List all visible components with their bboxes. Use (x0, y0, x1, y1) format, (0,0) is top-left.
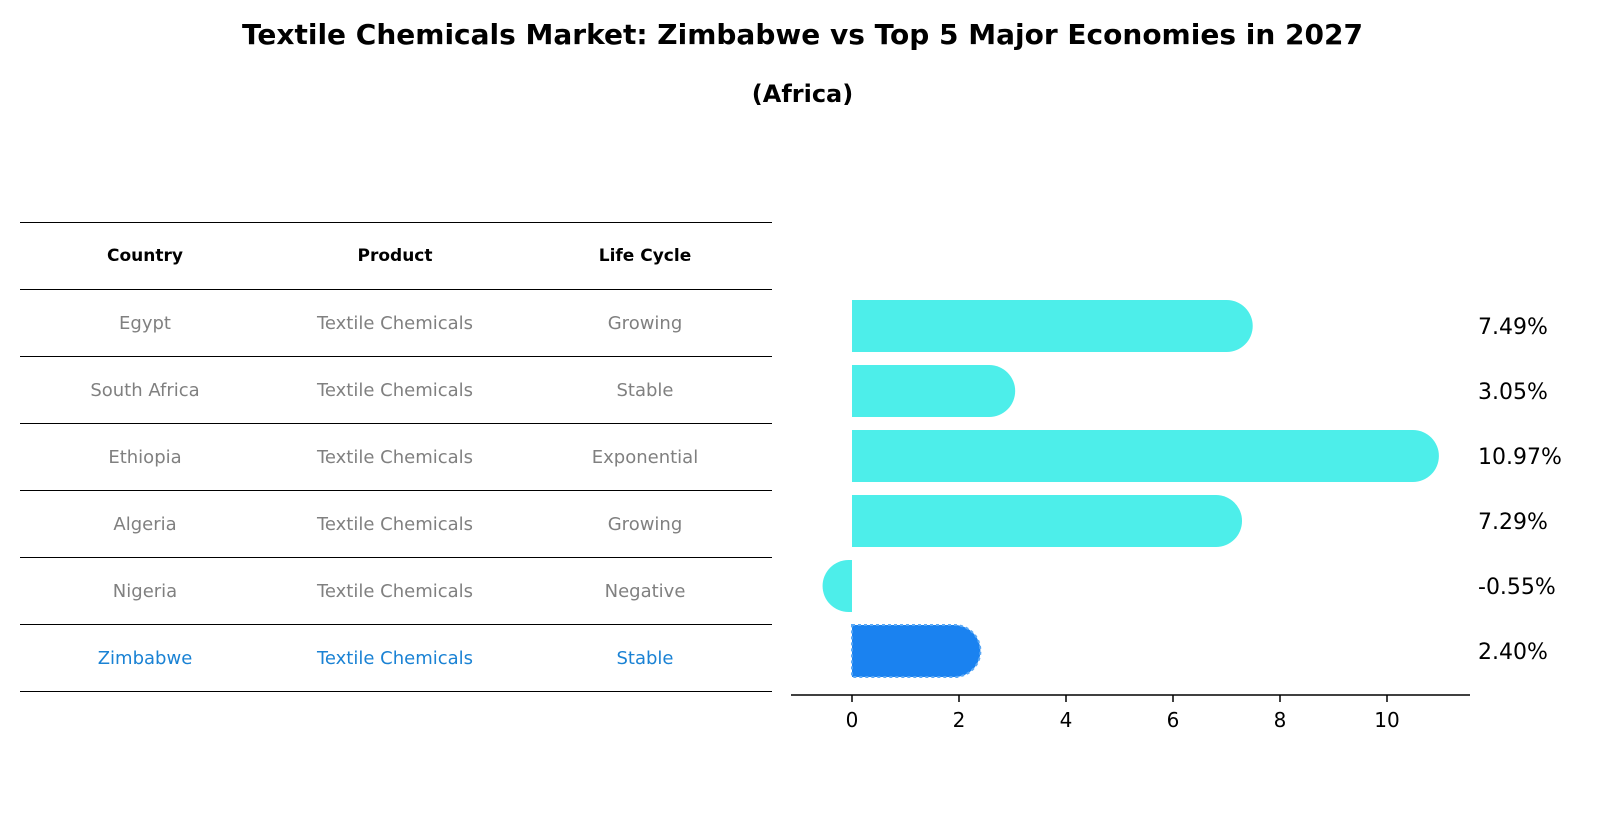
country-cell: Ethiopia (108, 446, 182, 468)
life-cycle-cell: Negative (604, 580, 686, 602)
country-table: Country Product Life Cycle Egypt Textile… (20, 222, 772, 692)
table-row: Algeria Textile Chemicals Growing (20, 490, 772, 557)
table-row: Egypt Textile Chemicals Growing (20, 289, 772, 356)
life-cycle-cell: Growing (607, 312, 683, 334)
bar-zimbabwe (851, 624, 982, 678)
header-country: Country (107, 246, 183, 266)
country-cell: Egypt (119, 312, 171, 334)
x-tick-label: 4 (1060, 708, 1073, 732)
life-cycle-cell: Growing (607, 513, 683, 535)
value-label: 7.49% (1478, 315, 1548, 340)
x-tick-label: 6 (1167, 708, 1180, 732)
value-label: -0.55% (1478, 575, 1556, 600)
table-row: Ethiopia Textile Chemicals Exponential (20, 423, 772, 490)
chart-subtitle: (Africa) (751, 80, 854, 108)
product-cell: Textile Chemicals (316, 312, 474, 334)
x-tick-label: 8 (1274, 708, 1287, 732)
country-cell: Algeria (113, 513, 177, 535)
table-header-row: Country Product Life Cycle (20, 222, 772, 289)
table-row: South Africa Textile Chemicals Stable (20, 356, 772, 423)
country-cell: Zimbabwe (97, 647, 193, 669)
value-label: 7.29% (1478, 510, 1548, 535)
x-tick-label: 2 (953, 708, 966, 732)
bar-algeria (852, 495, 1243, 547)
life-cycle-cell: Stable (616, 379, 674, 401)
header-life-cycle: Life Cycle (598, 246, 692, 266)
bar-south-africa (852, 365, 1016, 417)
product-cell: Textile Chemicals (316, 513, 474, 535)
country-cell: Nigeria (112, 580, 178, 602)
product-cell: Textile Chemicals (316, 647, 474, 669)
x-tick-label: 10 (1374, 708, 1399, 732)
value-label: 10.97% (1478, 445, 1562, 470)
country-cell: South Africa (90, 379, 200, 401)
chart-title: Textile Chemicals Market: Zimbabwe vs To… (242, 18, 1363, 51)
product-cell: Textile Chemicals (316, 446, 474, 468)
value-label: 3.05% (1478, 380, 1548, 405)
product-cell: Textile Chemicals (316, 580, 474, 602)
value-label: 2.40% (1478, 640, 1548, 665)
header-product: Product (357, 246, 433, 266)
x-tick-label: 0 (846, 708, 859, 732)
bar-ethiopia (852, 430, 1439, 482)
bar-egypt (852, 300, 1253, 352)
product-cell: Textile Chemicals (316, 379, 474, 401)
table-row: Nigeria Textile Chemicals Negative (20, 557, 772, 624)
life-cycle-cell: Stable (616, 647, 674, 669)
life-cycle-cell: Exponential (591, 446, 699, 468)
table-row-highlight: Zimbabwe Textile Chemicals Stable (20, 624, 772, 692)
bar-nigeria (822, 560, 852, 612)
